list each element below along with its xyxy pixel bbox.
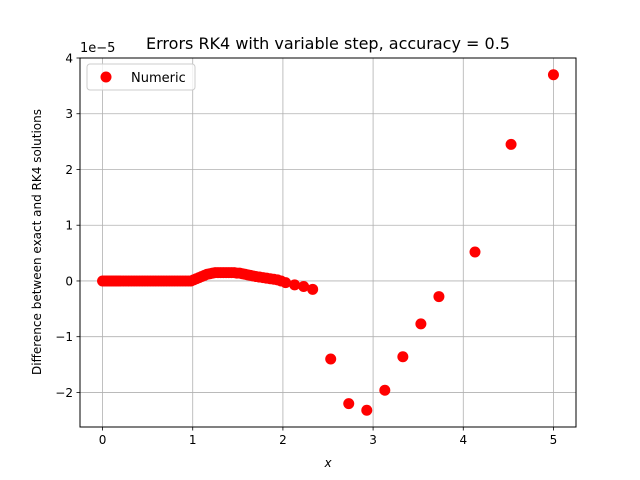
data-point — [433, 291, 445, 303]
legend-label: Numeric — [131, 71, 186, 86]
y-tick-label: 1 — [65, 219, 73, 233]
y-offset-label: 1e−5 — [80, 41, 115, 56]
data-point — [505, 138, 517, 150]
y-tick-label: −2 — [55, 386, 73, 400]
data-point — [298, 281, 310, 293]
plot-area — [79, 57, 577, 428]
x-axis-label: x — [323, 456, 332, 470]
data-point — [361, 404, 373, 416]
x-tick-label: 2 — [279, 433, 287, 447]
data-point — [415, 318, 427, 330]
x-tick-label: 5 — [550, 433, 558, 447]
data-point — [469, 246, 481, 258]
y-tick-label: −1 — [55, 330, 73, 344]
y-tick-label: 2 — [65, 163, 73, 177]
legend-marker — [100, 71, 112, 83]
x-tick-label: 0 — [99, 433, 107, 447]
data-points — [97, 69, 559, 416]
axis-ticks: 0 1 2 3 4 5 −2 −1 0 1 2 3 4 — [55, 52, 557, 448]
chart-title: Errors RK4 with variable step, accuracy … — [146, 34, 510, 53]
y-axis-label: Difference between exact and RK4 solutio… — [30, 109, 44, 375]
data-point — [397, 351, 409, 363]
y-tick-label: 4 — [65, 52, 73, 66]
legend: Numeric — [86, 63, 196, 91]
data-point — [307, 283, 319, 295]
data-point — [343, 398, 355, 410]
y-tick-label: 0 — [65, 274, 73, 288]
data-point — [325, 353, 337, 365]
data-point — [280, 277, 292, 289]
legend-box — [86, 63, 196, 91]
data-point — [379, 384, 391, 396]
x-tick-label: 4 — [459, 433, 467, 447]
y-tick-label: 3 — [65, 107, 73, 121]
data-point — [289, 279, 301, 291]
x-tick-label: 3 — [369, 433, 377, 447]
data-point — [547, 69, 559, 81]
x-tick-label: 1 — [189, 433, 197, 447]
